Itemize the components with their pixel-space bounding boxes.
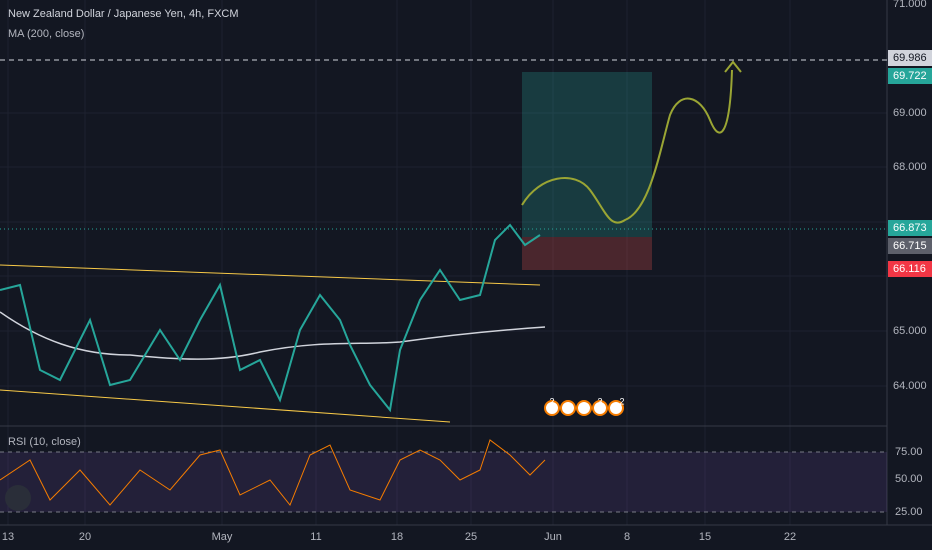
- rsi-line: [0, 439, 546, 506]
- rsi-axis-label: 75.00: [895, 446, 923, 458]
- target-zone: [522, 72, 652, 237]
- price-tag: 66.116: [893, 263, 926, 275]
- title: New Zealand Dollar / Japanese Yen, 4h, F…: [8, 8, 239, 20]
- price-tag-bg: [888, 50, 932, 66]
- price-tag-bg: [888, 220, 932, 236]
- rsi-band: [0, 452, 887, 512]
- logo: [5, 485, 31, 511]
- price-label: 71.000: [893, 0, 927, 10]
- event-count: 2: [549, 396, 554, 406]
- time-label: 8: [624, 531, 630, 543]
- indicator-label: MA (200, close): [8, 28, 84, 40]
- time-label: 18: [391, 531, 403, 543]
- time-label: 22: [784, 531, 796, 543]
- event-badge: [576, 400, 592, 416]
- event-badge: [560, 400, 576, 416]
- time-label: Jun: [544, 531, 562, 543]
- moving-average: [0, 311, 546, 360]
- channel-line: [0, 264, 541, 286]
- projection: [521, 60, 742, 224]
- time-label: 13: [2, 531, 14, 543]
- rsi-axis-label: 25.00: [895, 506, 923, 518]
- time-label: May: [212, 531, 233, 543]
- price-label: 68.000: [893, 161, 927, 173]
- price-tag: 66.873: [893, 222, 927, 234]
- rsi-label: RSI (10, close): [8, 436, 81, 448]
- time-label: 25: [465, 531, 477, 543]
- price-tag: 69.722: [893, 70, 927, 82]
- event-badge: [608, 400, 624, 416]
- stop-zone: [522, 237, 652, 270]
- price-tag-bg: [888, 261, 932, 277]
- price-tag: 69.986: [893, 52, 927, 64]
- price-series: [0, 223, 541, 413]
- rsi-axis-label: 50.00: [895, 473, 923, 485]
- price-tag: 66.715: [893, 240, 927, 252]
- price-label: 65.000: [893, 325, 927, 337]
- price-label: 69.000: [893, 107, 927, 119]
- event-badge: [592, 400, 608, 416]
- event-count: 3: [597, 396, 602, 406]
- price-label: 64.000: [893, 380, 927, 392]
- price-tag-bg: [888, 238, 932, 254]
- price-tag-bg: [888, 68, 932, 84]
- time-label: 15: [699, 531, 711, 543]
- time-label: 11: [310, 531, 321, 543]
- channel-line: [0, 389, 451, 423]
- event-badge: [544, 400, 560, 416]
- time-label: 20: [79, 531, 91, 543]
- event-count: 2: [619, 396, 624, 406]
